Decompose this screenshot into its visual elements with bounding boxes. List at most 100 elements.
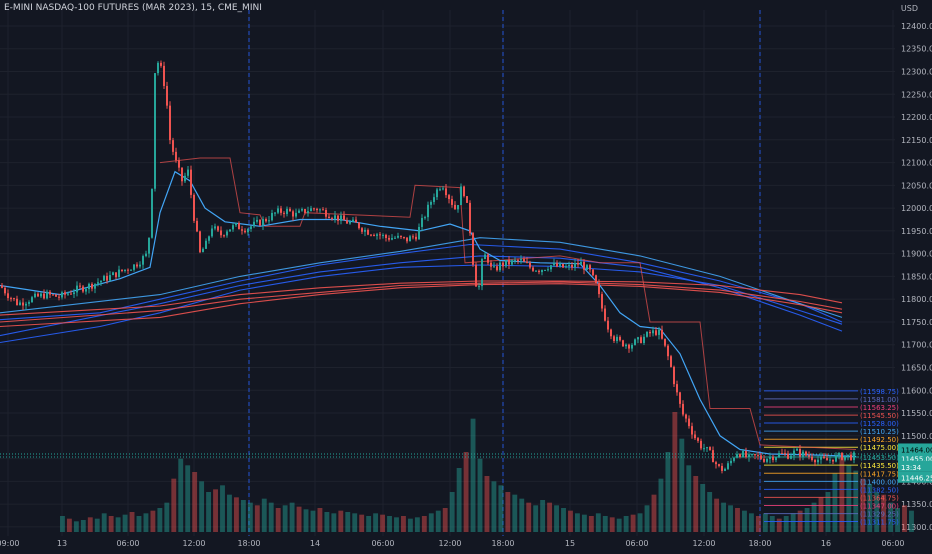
candle-body: [817, 459, 819, 463]
candle-body: [214, 226, 216, 229]
candle-body: [115, 272, 117, 278]
candle-body: [121, 269, 123, 271]
candle-body: [607, 320, 609, 330]
x-tick-label: 06:00: [881, 539, 904, 548]
candle-body: [13, 298, 15, 300]
volume-bar: [366, 516, 372, 532]
level-label: (11475.00): [860, 444, 899, 452]
candle-body: [694, 434, 696, 439]
candle-body: [571, 264, 573, 268]
y-tick-label: 11750.00: [901, 318, 932, 327]
candle-body: [355, 219, 357, 223]
volume-bar: [644, 505, 650, 532]
volume-bar: [60, 516, 65, 532]
volume-bar: [227, 494, 232, 532]
candle-body: [280, 208, 282, 213]
volume-bar: [324, 512, 330, 532]
level-label: (11364.75): [860, 494, 899, 502]
volume-bar: [373, 513, 379, 532]
y-tick-label: 12300.00: [901, 67, 932, 76]
candle-body: [85, 289, 87, 292]
candle-body: [229, 229, 231, 232]
candle-body: [580, 261, 582, 265]
moving-average-line: [0, 283, 843, 328]
price-tag: [898, 443, 932, 455]
candle-body: [313, 208, 315, 210]
candle-body: [514, 259, 516, 261]
volume-bar: [658, 478, 664, 532]
candle-body: [61, 292, 63, 298]
price-tag-label: 11464.00: [901, 446, 932, 454]
candle-body: [28, 302, 30, 304]
candle-body: [202, 248, 204, 253]
candle-body: [631, 344, 633, 349]
volume-bar: [240, 500, 246, 532]
volume-bar: [693, 476, 699, 532]
candle-body: [73, 292, 75, 295]
volume-bar: [122, 514, 128, 532]
volume-bar: [387, 516, 392, 532]
volume-bar: [171, 478, 177, 532]
candle-body: [826, 458, 828, 461]
candle-body: [673, 366, 675, 385]
candle-body: [691, 426, 693, 435]
candle-body: [730, 460, 732, 464]
candle-body: [235, 223, 237, 226]
candle-body: [697, 438, 699, 441]
volume-bar: [394, 517, 399, 532]
volume-bar: [435, 510, 441, 532]
volume-bar: [296, 506, 302, 532]
volume-bar: [686, 465, 692, 532]
y-tick-label: 12350.00: [901, 45, 932, 54]
candle-body: [781, 453, 783, 455]
y-tick-label: 11500.00: [901, 432, 932, 441]
candle-body: [208, 236, 210, 241]
candle-body: [661, 329, 663, 339]
candle-body: [532, 267, 534, 271]
candle-body: [130, 269, 132, 271]
volume-bar: [491, 481, 497, 532]
candle-body: [277, 208, 279, 213]
candle-body: [16, 298, 18, 306]
candle-body: [595, 275, 597, 284]
candle-body: [598, 283, 600, 295]
candle-body: [268, 220, 270, 222]
candle-body: [508, 259, 510, 265]
candle-body: [721, 465, 723, 471]
x-tick-label: 12:00: [182, 539, 205, 548]
candle-body: [628, 344, 630, 349]
candle-body: [10, 298, 12, 300]
candle-body: [688, 418, 690, 427]
volume-bar: [331, 513, 337, 532]
candle-body: [523, 259, 525, 262]
candle-body: [358, 222, 360, 229]
candle-body: [154, 73, 156, 189]
candle-body: [493, 266, 495, 268]
y-tick-label: 11700.00: [901, 341, 932, 350]
volume-bar: [213, 489, 218, 532]
candle-body: [574, 262, 576, 268]
candle-body: [322, 209, 324, 211]
level-label: (11400.00): [860, 478, 899, 486]
candle-body: [763, 458, 765, 462]
volume-bar: [359, 514, 365, 532]
volume-bar: [568, 510, 573, 532]
candle-body: [226, 231, 228, 236]
x-tick-label: 13: [57, 539, 67, 548]
candle-body: [364, 229, 366, 232]
volume-bar: [442, 508, 448, 532]
candle-body: [451, 199, 453, 205]
candle-body: [4, 287, 6, 294]
candle-body: [448, 195, 450, 200]
volume-bar: [178, 458, 184, 532]
volume-bar: [853, 470, 859, 532]
price-tag-label: 11446.25: [901, 475, 932, 483]
candle-body: [622, 340, 624, 347]
candle-body: [853, 452, 855, 461]
volume-bar: [609, 517, 615, 532]
x-tick-label: 12:00: [692, 539, 715, 548]
candle-body: [412, 236, 414, 238]
volume-bar: [512, 494, 518, 532]
candle-body: [343, 215, 345, 221]
y-tick-label: 11350.00: [901, 500, 932, 509]
